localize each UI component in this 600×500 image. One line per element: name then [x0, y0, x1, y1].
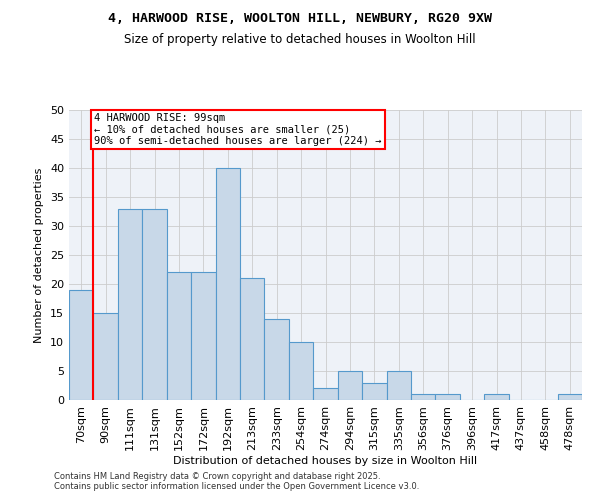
Bar — [69, 290, 94, 400]
Bar — [265, 319, 289, 400]
Text: Contains public sector information licensed under the Open Government Licence v3: Contains public sector information licen… — [54, 482, 419, 491]
Bar — [411, 394, 436, 400]
Bar — [289, 342, 313, 400]
Bar — [191, 272, 215, 400]
Bar — [386, 371, 411, 400]
Bar — [362, 382, 386, 400]
Text: Contains HM Land Registry data © Crown copyright and database right 2025.: Contains HM Land Registry data © Crown c… — [54, 472, 380, 481]
Bar — [338, 371, 362, 400]
Bar — [215, 168, 240, 400]
Bar — [484, 394, 509, 400]
Bar — [94, 313, 118, 400]
Y-axis label: Number of detached properties: Number of detached properties — [34, 168, 44, 342]
Bar — [142, 208, 167, 400]
Text: 4, HARWOOD RISE, WOOLTON HILL, NEWBURY, RG20 9XW: 4, HARWOOD RISE, WOOLTON HILL, NEWBURY, … — [108, 12, 492, 26]
Bar — [557, 394, 582, 400]
Bar — [167, 272, 191, 400]
Text: Size of property relative to detached houses in Woolton Hill: Size of property relative to detached ho… — [124, 32, 476, 46]
Bar — [313, 388, 338, 400]
Bar — [436, 394, 460, 400]
Text: 4 HARWOOD RISE: 99sqm
← 10% of detached houses are smaller (25)
90% of semi-deta: 4 HARWOOD RISE: 99sqm ← 10% of detached … — [94, 113, 382, 146]
X-axis label: Distribution of detached houses by size in Woolton Hill: Distribution of detached houses by size … — [173, 456, 478, 466]
Bar — [240, 278, 265, 400]
Bar — [118, 208, 142, 400]
